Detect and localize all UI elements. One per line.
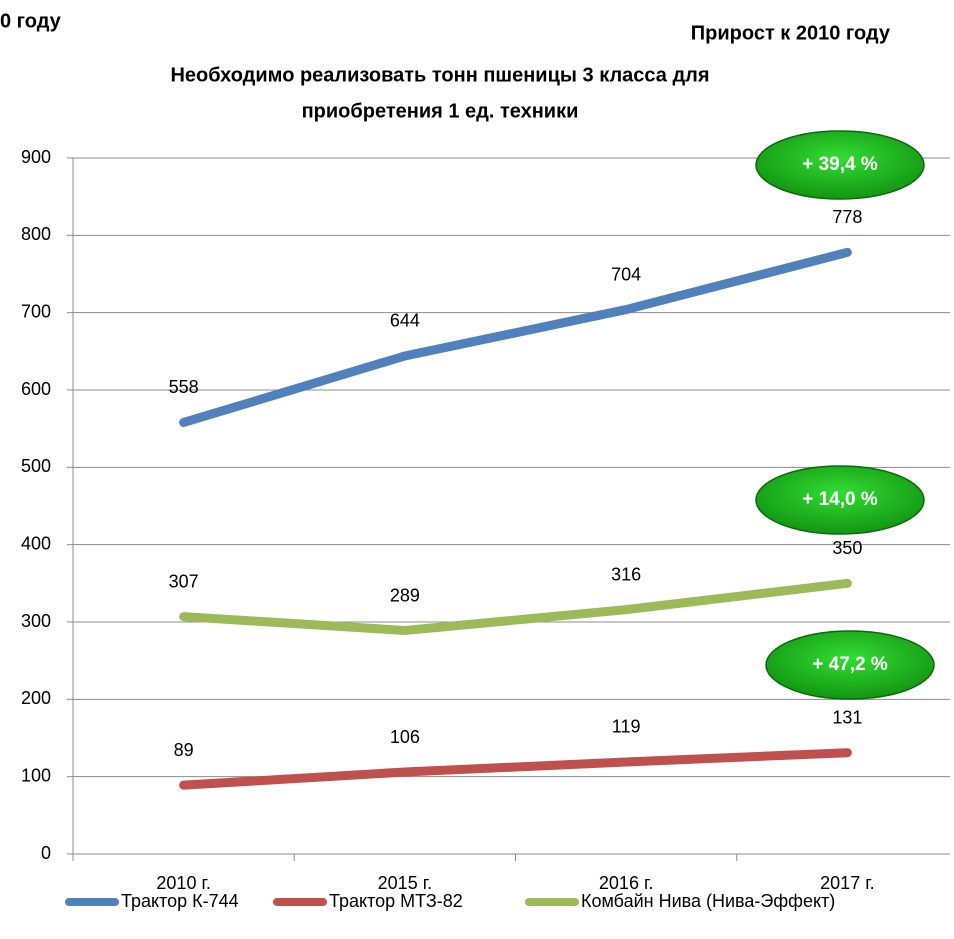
data-label: 307	[169, 571, 199, 591]
legend-label: Трактор К-744	[121, 891, 239, 911]
data-label: 704	[611, 264, 641, 284]
series-line	[179, 247, 852, 427]
y-tick-label: 100	[21, 765, 51, 785]
data-label: 89	[174, 740, 194, 760]
y-tick-label: 0	[41, 843, 51, 863]
data-label: 316	[611, 564, 641, 584]
data-label: 644	[390, 311, 420, 331]
data-label: 131	[832, 707, 862, 727]
x-tick-label: 2015 г.	[378, 873, 432, 893]
chart-title: приобретения 1 ед. техники	[302, 100, 579, 122]
legend-label: Комбайн Нива (Нива-Эффект)	[581, 891, 835, 911]
y-tick-label: 600	[21, 379, 51, 399]
data-label: 558	[169, 377, 199, 397]
x-tick-label: 2010 г.	[156, 873, 210, 893]
y-tick-label: 200	[21, 688, 51, 708]
annotation-badge	[755, 465, 925, 535]
y-tick-label: 500	[21, 456, 51, 476]
data-label: 350	[832, 538, 862, 558]
annotation-badge	[755, 130, 925, 200]
annotation: + 47,2 %	[812, 654, 888, 675]
data-label: 289	[390, 585, 420, 605]
y-tick-label: 400	[21, 533, 51, 553]
data-label: 119	[612, 717, 641, 737]
annotation: + 14,0 %	[802, 489, 878, 510]
data-label: 778	[832, 207, 862, 227]
chart-title: Необходимо реализовать тонн пшеницы 3 кл…	[170, 64, 709, 86]
annotation-badge	[765, 630, 935, 700]
data-label: 106	[390, 727, 420, 747]
y-tick-label: 700	[21, 301, 51, 321]
y-tick-label: 900	[21, 147, 51, 167]
annotation: + 39,4 %	[802, 154, 878, 175]
corner-label: Прирост к 2010 году	[691, 22, 891, 44]
x-tick-label: 2016 г.	[599, 873, 653, 893]
corner-label: 0 году	[0, 10, 62, 32]
x-tick-label: 2017 г.	[820, 873, 874, 893]
y-tick-label: 300	[21, 611, 51, 631]
y-tick-label: 800	[21, 224, 51, 244]
legend-label: Трактор МТЗ-82	[329, 891, 463, 911]
series-line	[179, 578, 852, 636]
series-line	[179, 748, 852, 790]
